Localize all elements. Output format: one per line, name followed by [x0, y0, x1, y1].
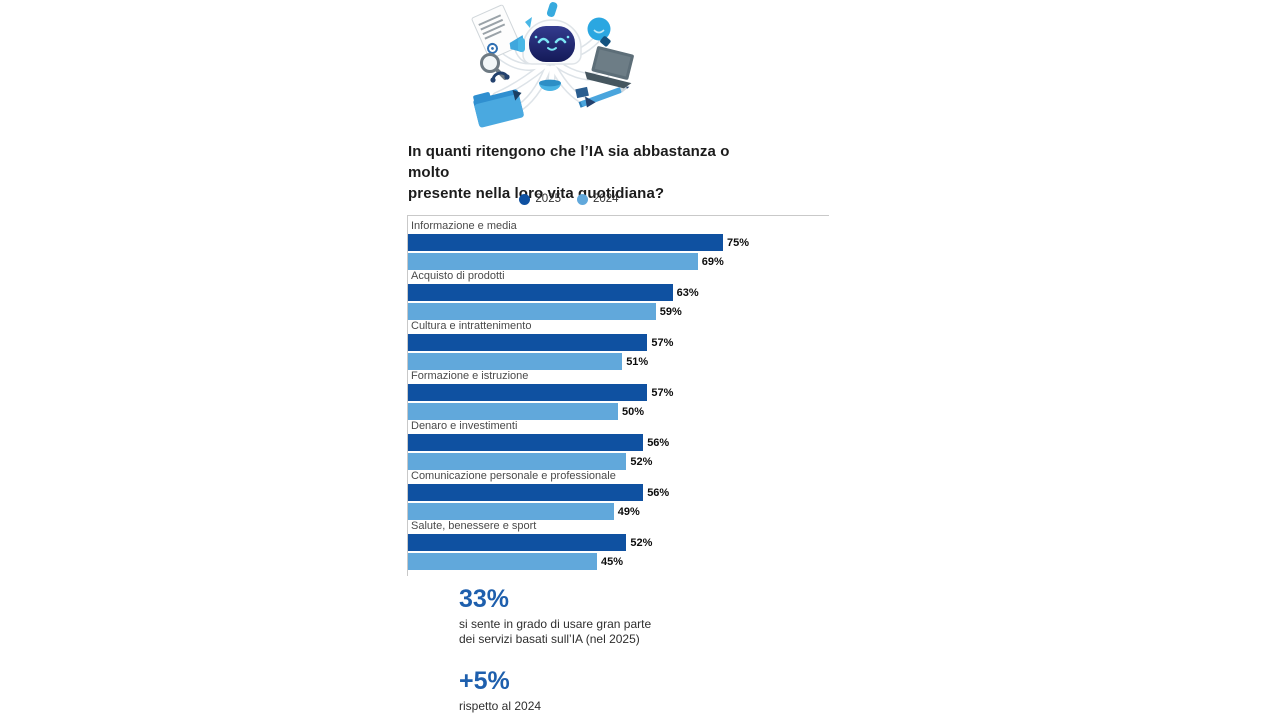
category-label: Cultura e intrattenimento [411, 320, 532, 332]
category-label: Salute, benessere e sport [411, 520, 537, 532]
bar-track: 52% [408, 453, 829, 470]
pencil-icon [578, 86, 630, 108]
bar-value-label: 63% [676, 286, 699, 299]
chart-row: Cultura e intrattenimento 57% 51% [408, 320, 829, 370]
stat-caption: rispetto al 2024 [459, 699, 541, 714]
chart-row: Comunicazione personale e professionale 5… [408, 470, 829, 520]
stat-value: +5% [459, 667, 510, 695]
tentacles [492, 36, 610, 114]
bar-value-label: 56% [647, 486, 670, 499]
bar-2024: 69% [408, 253, 724, 270]
page-title: In quanti ritengono che l’IA sia abbasta… [408, 141, 748, 204]
bar-chart: Informazione e media 75% 69% Acquisto di pr… [407, 215, 829, 576]
chart-row: Acquisto di prodotti 63% 59% [408, 270, 829, 320]
bar-2025: 56% [408, 434, 669, 451]
bar-2024: 45% [408, 553, 623, 570]
bar-track: 45% [408, 553, 829, 570]
bar-track: 56% [408, 434, 829, 451]
laptop-icon [584, 46, 634, 89]
bar-2025: 57% [408, 384, 673, 401]
bar-track: 49% [408, 503, 829, 520]
category-label: Denaro e investimenti [411, 420, 518, 432]
title-line-2: presente nella loro vita quotidiana? [408, 185, 665, 202]
bar-value-label: 49% [617, 505, 640, 518]
bar-2024: 59% [408, 303, 682, 320]
robot-svg [471, 2, 634, 128]
chart-row: Denaro e investimenti 56% 52% [408, 420, 829, 470]
bar-value-label: 50% [622, 405, 645, 418]
category-label: Informazione e media [411, 220, 517, 232]
chart-row: Salute, benessere e sport 52% 45% [408, 520, 829, 570]
chart-row: Informazione e media 75% 69% [408, 220, 829, 270]
lightbulb-icon [587, 17, 611, 47]
bar-2024: 51% [408, 353, 648, 370]
bar-track: 52% [408, 534, 829, 551]
bar-track: 56% [408, 484, 829, 501]
folder-icon [473, 89, 524, 128]
bar-2024: 52% [408, 453, 652, 470]
title-line-1: In quanti ritengono che l’IA sia abbasta… [408, 143, 730, 181]
legend-label-2024: 2024 [593, 193, 619, 205]
stat-block-1: 33% si sente in grado di usare gran part… [459, 585, 651, 647]
robot-eyes [537, 37, 567, 44]
bar-track: 50% [408, 403, 829, 420]
antenna-icon [525, 2, 558, 28]
stat-caption-line-1: rispetto al 2024 [459, 699, 542, 713]
bar-value-label: 69% [701, 255, 724, 268]
bar-2025: 56% [408, 484, 669, 501]
bar-2025: 52% [408, 534, 652, 551]
robot-smile [547, 47, 557, 51]
category-label: Comunicazione personale e professionale [411, 470, 616, 482]
bar-2024: 49% [408, 503, 640, 520]
category-label: Acquisto di prodotti [411, 270, 505, 282]
robot-head [518, 19, 582, 65]
bar-track: 57% [408, 384, 829, 401]
bar-value-label: 52% [630, 536, 653, 549]
headphones-icon [490, 71, 510, 83]
legend-dot-2025 [519, 193, 531, 205]
legend-item-2025: 2025 [519, 193, 561, 205]
chart-row: Formazione e istruzione 57% 50% [408, 370, 829, 420]
bar-2025: 75% [408, 234, 749, 251]
bar-track: 57% [408, 334, 829, 351]
bowl-icon [539, 79, 561, 91]
bar-value-label: 59% [659, 305, 682, 318]
legend-dot-2024 [577, 193, 588, 205]
bar-track: 75% [408, 234, 829, 251]
chart-legend: 2025 2024 [408, 193, 730, 205]
bar-2024: 50% [408, 403, 644, 420]
ai-octopus-robot-illustration [452, 0, 648, 134]
bar-track: 63% [408, 284, 829, 301]
legend-item-2024: 2024 [577, 193, 619, 205]
stat-caption: si sente in grado di usare gran parte de… [459, 617, 651, 647]
bar-2025: 57% [408, 334, 673, 351]
bar-value-label: 57% [651, 386, 674, 399]
bar-value-label: 45% [601, 555, 624, 568]
category-label: Formazione e istruzione [411, 370, 529, 382]
bar-value-label: 56% [647, 436, 670, 449]
stat-caption-line-1: si sente in grado di usare gran parte [459, 617, 652, 631]
bar-track: 69% [408, 253, 829, 270]
chart-rows: Informazione e media 75% 69% Acquisto di pr… [408, 220, 829, 570]
bar-value-label: 75% [727, 236, 750, 249]
bar-track: 51% [408, 353, 829, 370]
document-icon [471, 4, 521, 60]
bar-value-label: 57% [651, 336, 674, 349]
bar-track: 59% [408, 303, 829, 320]
stat-caption-line-2: dei servizi basati sull’IA (nel 2025) [459, 632, 640, 646]
stat-value: 33% [459, 585, 510, 613]
bar-value-label: 52% [630, 455, 653, 468]
legend-label-2025: 2025 [535, 193, 561, 205]
bar-2025: 63% [408, 284, 699, 301]
bar-value-label: 51% [626, 355, 649, 368]
notebook-icon [575, 86, 589, 99]
stat-block-2: +5% rispetto al 2024 [459, 667, 541, 714]
